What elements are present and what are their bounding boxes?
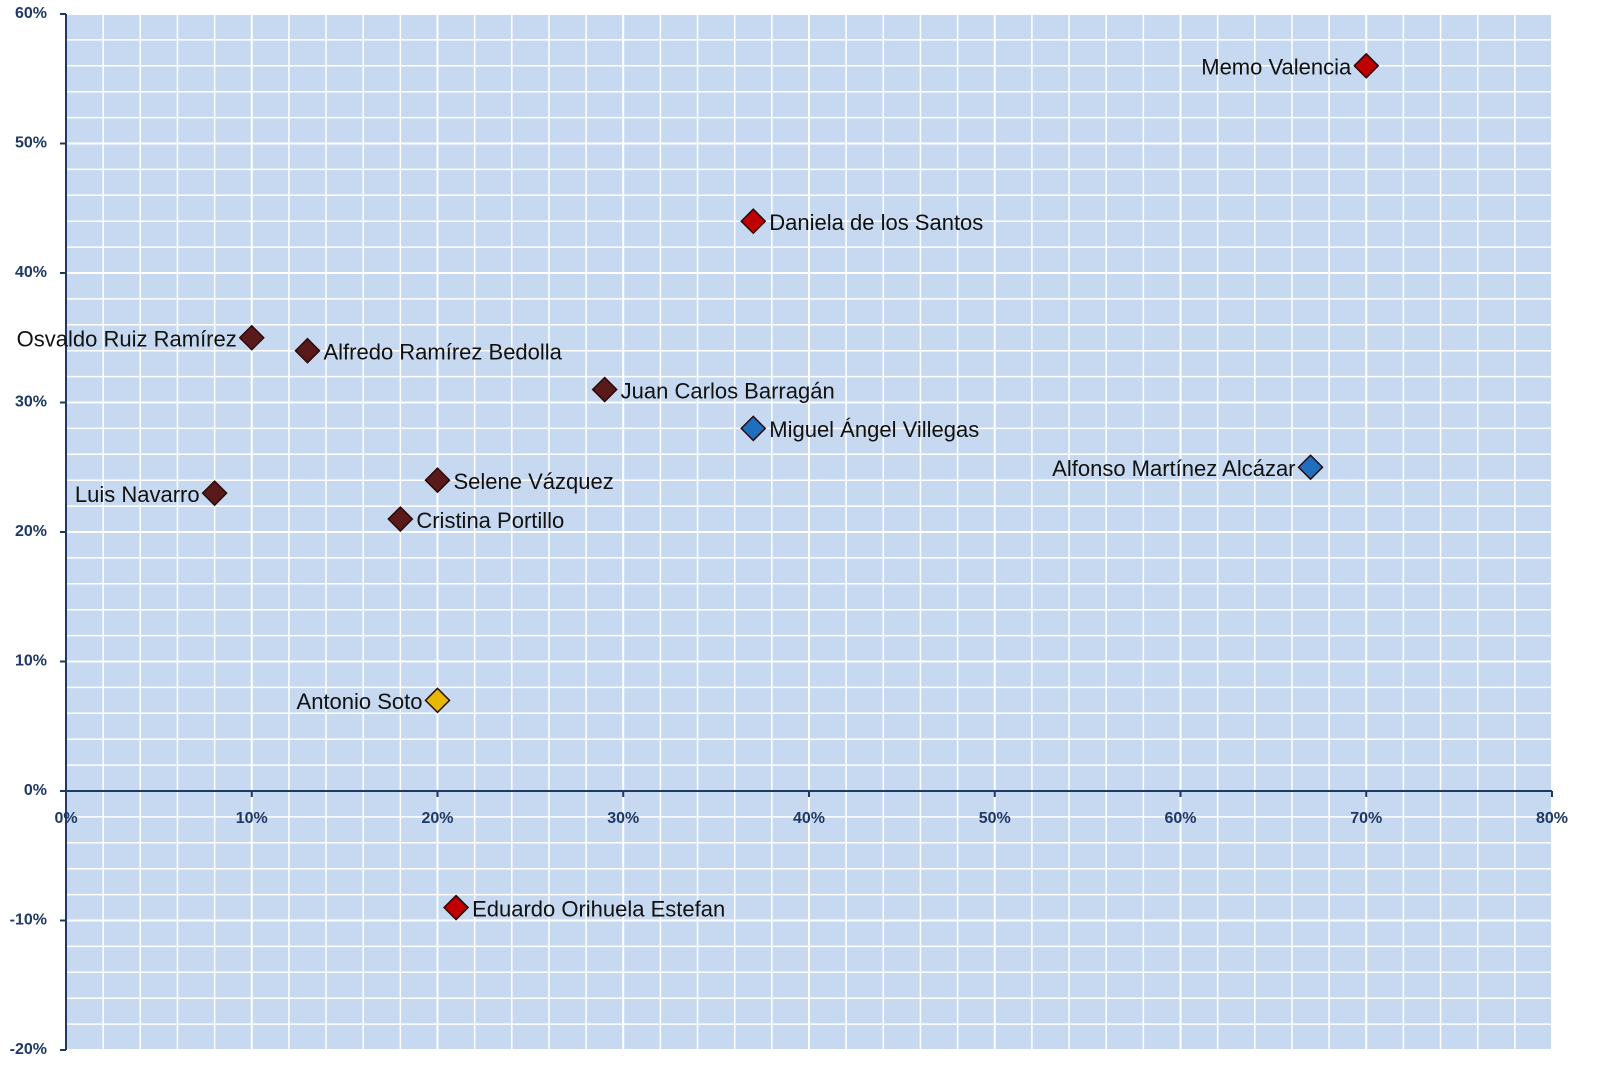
point (424, 687, 451, 714)
point-label: Memo Valencia (1201, 55, 1352, 80)
x-tick-label: 30% (607, 810, 639, 827)
point (294, 337, 321, 364)
y-tick-label: 30% (15, 394, 47, 411)
y-tick-label: 40% (15, 264, 47, 281)
point-label: Luis Navarro (75, 482, 200, 507)
y-tick-label: -20% (10, 1041, 47, 1058)
x-tick-label: 20% (421, 810, 453, 827)
point-label: Osvaldo Ruiz Ramírez (17, 327, 237, 352)
y-tick-label: -10% (10, 912, 47, 929)
point-label: Miguel Ángel Villegas (769, 417, 979, 442)
point-label: Daniela de los Santos (769, 210, 983, 235)
point-label: Juan Carlos Barragán (621, 378, 835, 403)
point (740, 415, 767, 442)
y-tick-label: 60% (15, 5, 47, 22)
x-tick-label: 60% (1164, 810, 1196, 827)
point (424, 467, 451, 494)
y-tick-label: 20% (15, 523, 47, 540)
y-tick-label: 50% (15, 135, 47, 152)
y-tick-label: 10% (15, 653, 47, 670)
point (591, 376, 618, 403)
x-tick-label: 50% (979, 810, 1011, 827)
point-label: Alfredo Ramírez Bedolla (323, 340, 562, 365)
point (443, 894, 470, 921)
point (740, 208, 767, 235)
point (238, 324, 265, 351)
point (1297, 454, 1324, 481)
x-tick-label: 80% (1536, 810, 1568, 827)
y-tick-label: 0% (24, 782, 47, 799)
x-tick-label: 0% (54, 810, 77, 827)
point-label: Cristina Portillo (416, 508, 564, 533)
point (387, 505, 414, 533)
point-label: Antonio Soto (297, 689, 423, 714)
x-tick-label: 70% (1350, 810, 1382, 827)
point-label: Alfonso Martínez Alcázar (1052, 456, 1295, 481)
x-tick-label: 40% (793, 810, 825, 827)
point (201, 480, 228, 507)
point (1353, 52, 1380, 79)
x-tick-label: 10% (236, 810, 268, 827)
point-label: Eduardo Orihuela Estefan (472, 896, 725, 921)
point-label: Selene Vázquez (454, 469, 614, 494)
